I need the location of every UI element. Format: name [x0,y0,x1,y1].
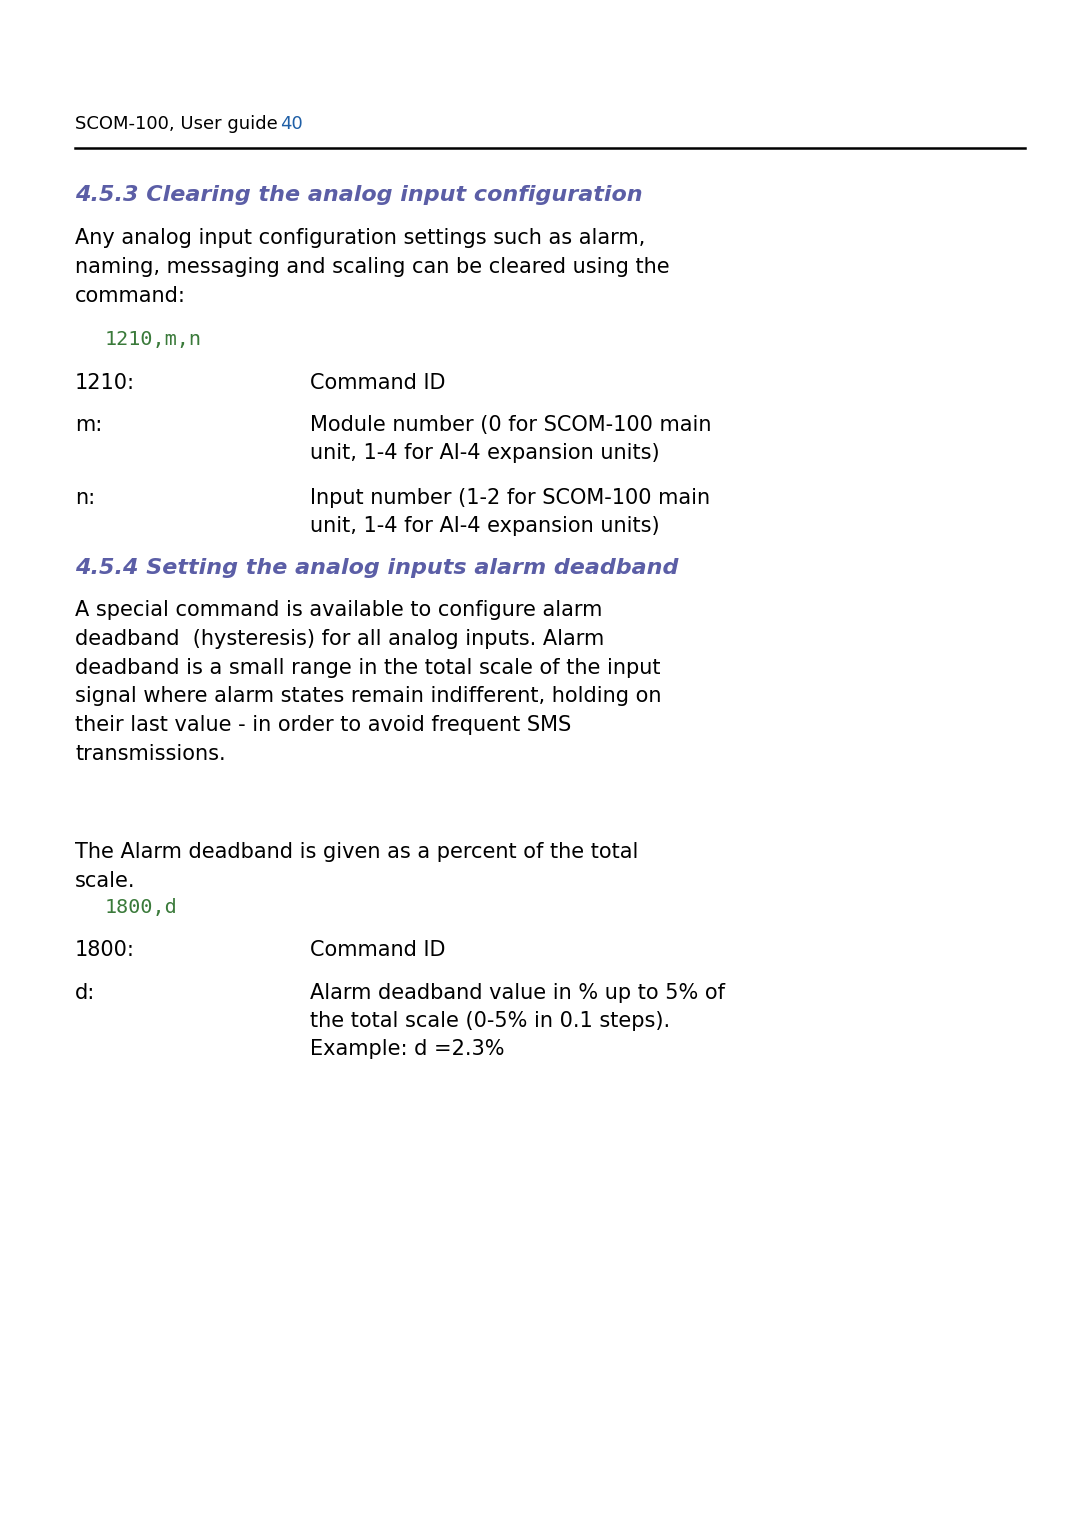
Text: 1800,d: 1800,d [105,898,178,917]
Text: 40: 40 [280,115,302,133]
Text: Command ID: Command ID [310,373,446,393]
Text: 1210:: 1210: [75,373,135,393]
Text: The Alarm deadband is given as a percent of the total
scale.: The Alarm deadband is given as a percent… [75,842,638,891]
Text: d:: d: [75,983,95,1002]
Text: SCOM-100, User guide: SCOM-100, User guide [75,115,278,133]
Text: 1800:: 1800: [75,940,135,960]
Text: 1210,m,n: 1210,m,n [105,330,202,348]
Text: Any analog input configuration settings such as alarm,
naming, messaging and sca: Any analog input configuration settings … [75,228,670,306]
Text: 4.5.3 Clearing the analog input configuration: 4.5.3 Clearing the analog input configur… [75,185,643,205]
Text: Input number (1-2 for SCOM-100 main
unit, 1-4 for AI-4 expansion units): Input number (1-2 for SCOM-100 main unit… [310,487,711,536]
Text: Alarm deadband value in % up to 5% of
the total scale (0-5% in 0.1 steps).
Examp: Alarm deadband value in % up to 5% of th… [310,983,725,1059]
Text: 4.5.4 Setting the analog inputs alarm deadband: 4.5.4 Setting the analog inputs alarm de… [75,558,678,578]
Text: Module number (0 for SCOM-100 main
unit, 1-4 for AI-4 expansion units): Module number (0 for SCOM-100 main unit,… [310,416,712,463]
Text: Command ID: Command ID [310,940,446,960]
Text: A special command is available to configure alarm
deadband  (hysteresis) for all: A special command is available to config… [75,601,661,764]
Text: n:: n: [75,487,95,507]
Text: m:: m: [75,416,103,435]
